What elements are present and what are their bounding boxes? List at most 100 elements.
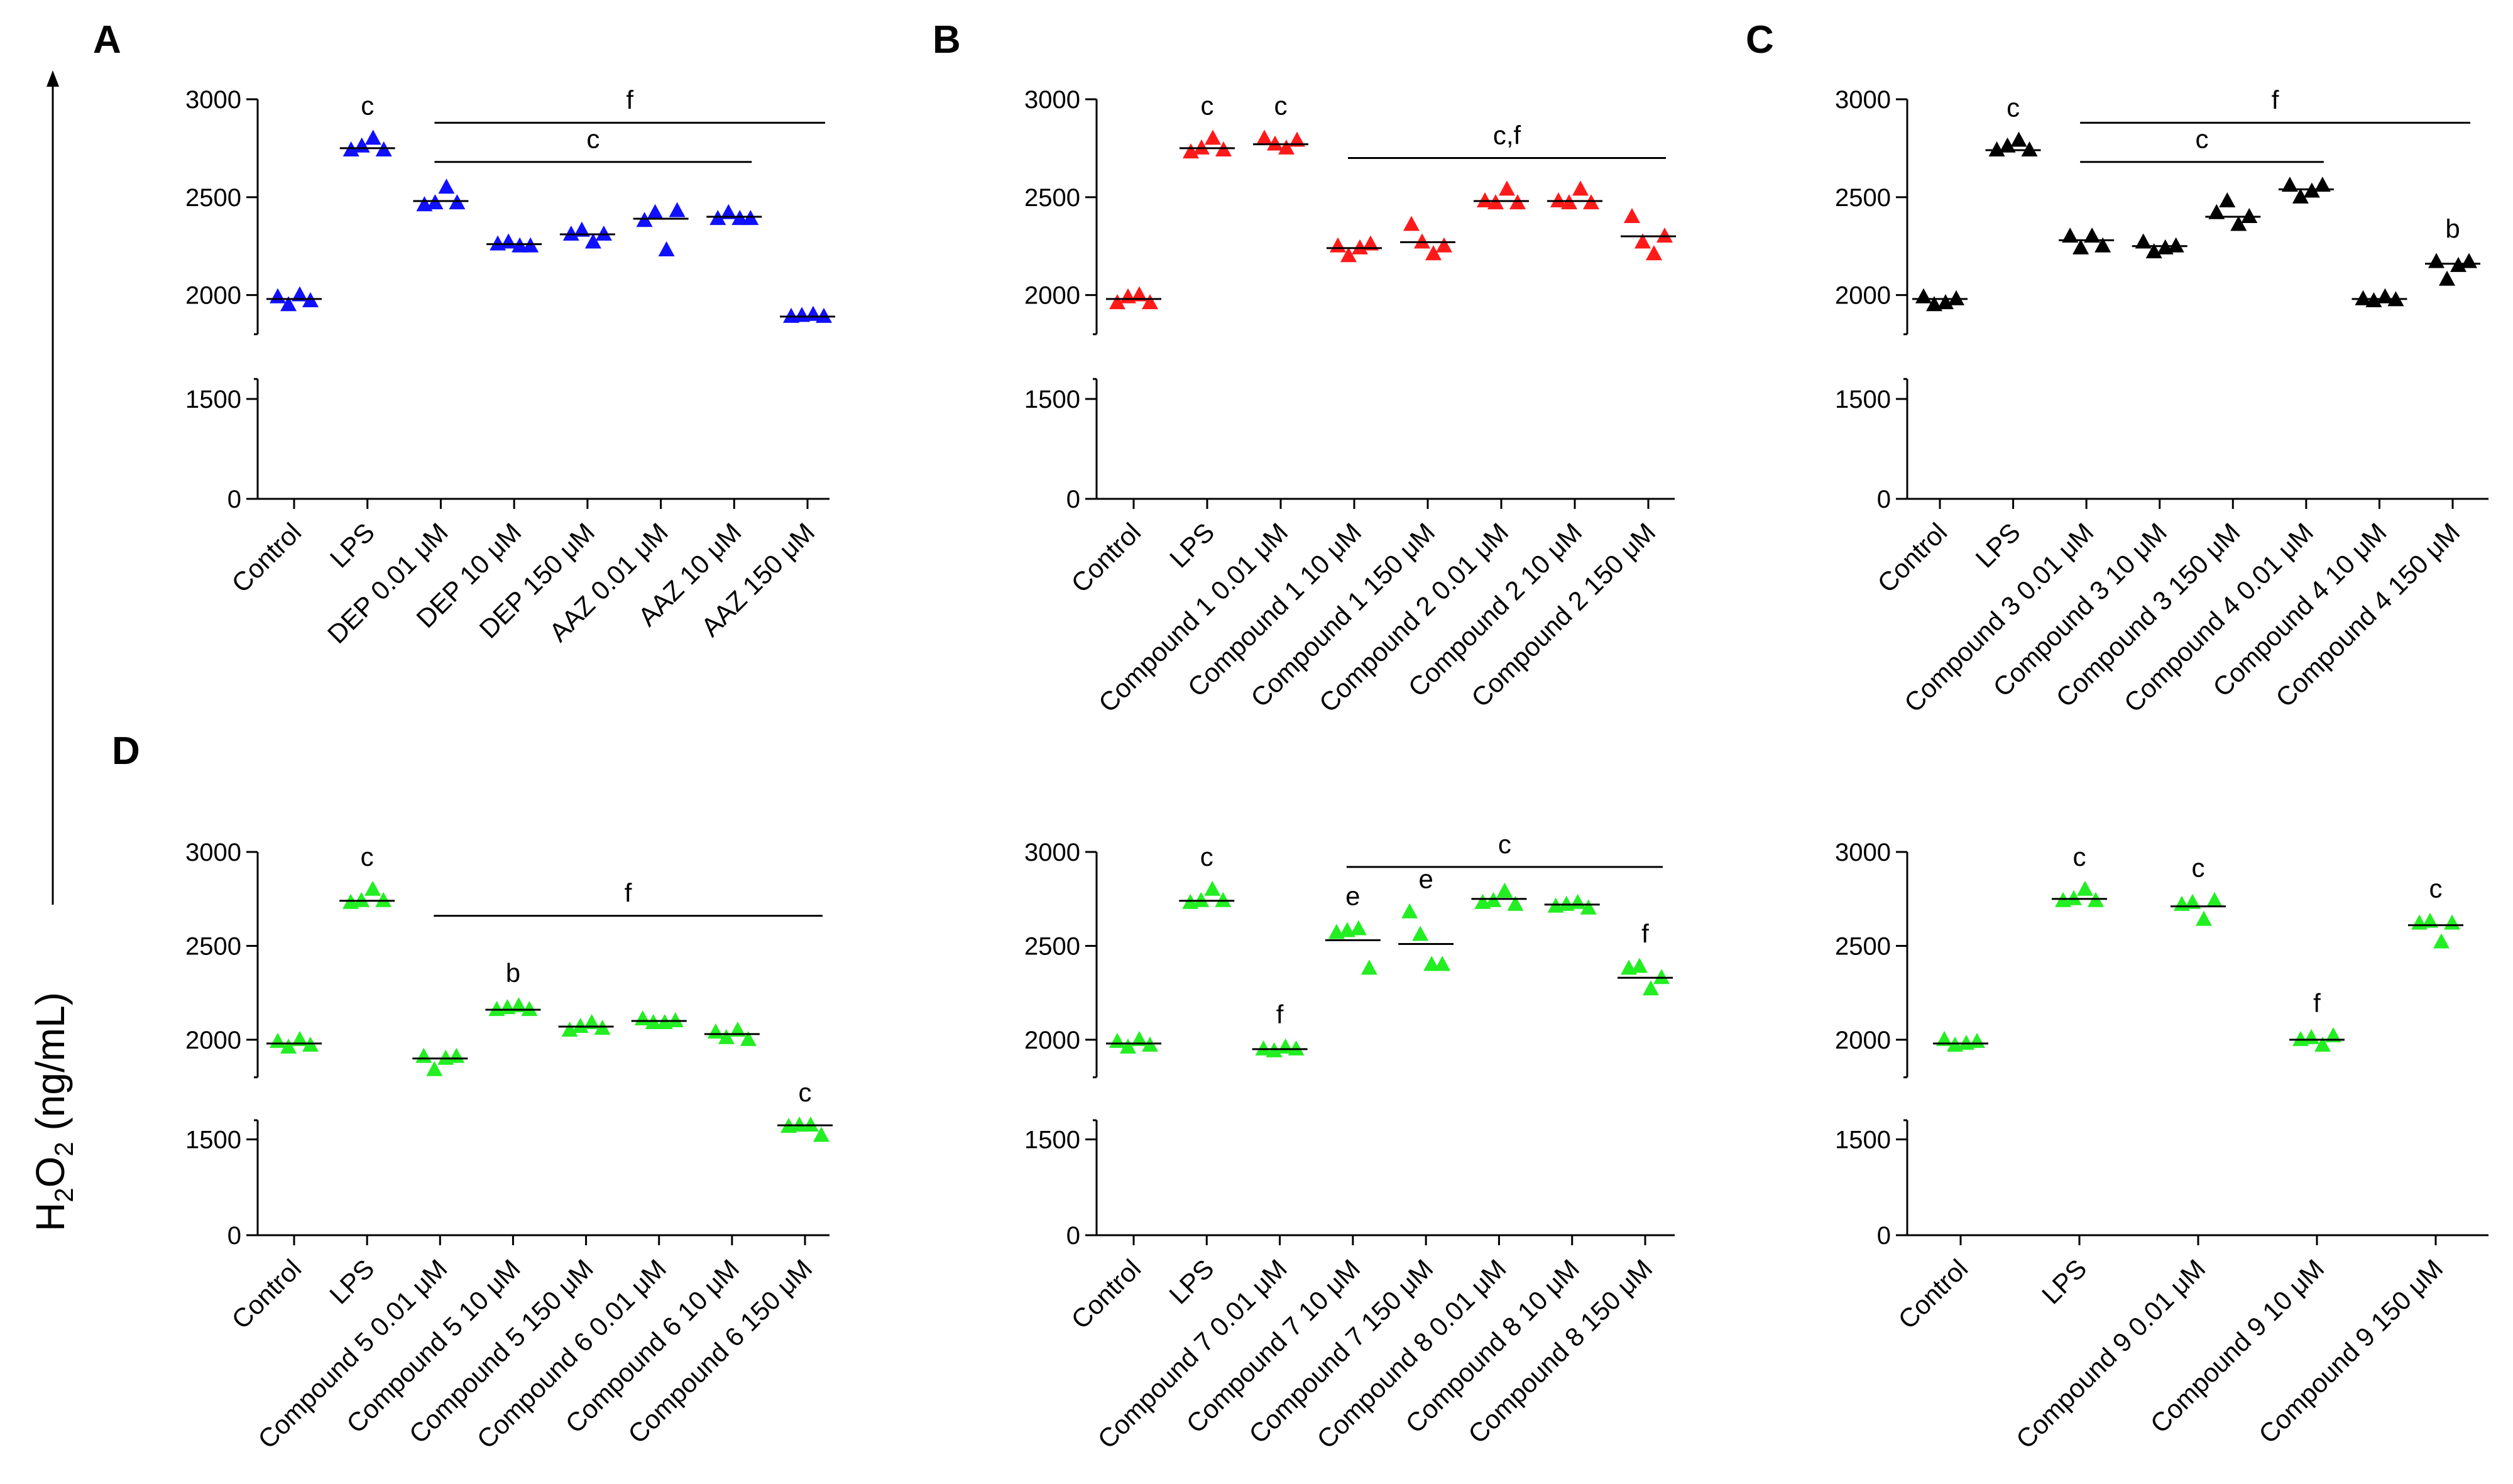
data-point xyxy=(1183,143,1199,159)
data-point xyxy=(375,892,392,907)
data-point xyxy=(2355,290,2372,305)
data-point xyxy=(270,1032,286,1048)
data-point xyxy=(1558,895,1575,911)
data-point xyxy=(1926,296,1942,312)
data-point xyxy=(292,1030,308,1046)
significance-letter: f xyxy=(1641,919,1649,948)
panel-letter: B xyxy=(933,18,961,62)
data-point xyxy=(562,226,579,241)
y-axis-title: H2O2 (ng/mL) xyxy=(28,70,79,1231)
x-category-label: LPS xyxy=(2036,1253,2092,1309)
y-tick-label: 2500 xyxy=(1024,184,1080,212)
data-point xyxy=(707,1023,724,1039)
data-point xyxy=(2072,239,2089,254)
y-tick-label: 2500 xyxy=(185,932,241,960)
significance-letter: e xyxy=(1345,881,1360,911)
data-point xyxy=(1278,139,1295,155)
data-point xyxy=(2325,1027,2341,1042)
data-point xyxy=(353,137,370,153)
data-point xyxy=(438,178,455,194)
data-point xyxy=(2428,253,2445,268)
data-point xyxy=(1436,237,1452,253)
data-point xyxy=(1550,192,1567,208)
data-point xyxy=(1288,1040,1305,1056)
y-tick-label: 0 xyxy=(1877,1222,1891,1250)
data-point xyxy=(1569,893,1586,909)
data-point xyxy=(718,1028,735,1044)
data-point xyxy=(658,241,675,256)
data-point xyxy=(1631,958,1648,973)
y-tick-label: 1500 xyxy=(1835,1127,1891,1154)
y-tick-label: 0 xyxy=(1877,486,1891,513)
significance-letter: b xyxy=(2445,214,2460,244)
data-point xyxy=(2422,912,2438,928)
data-point xyxy=(573,221,590,237)
data-point xyxy=(2230,216,2247,231)
data-point xyxy=(1999,137,2016,153)
significance-letter: c xyxy=(1274,90,1288,120)
y-tick-label: 1500 xyxy=(1835,386,1891,413)
data-point xyxy=(2433,933,2450,949)
data-point xyxy=(510,997,527,1013)
data-point xyxy=(2292,188,2309,204)
data-point xyxy=(1948,290,1964,305)
data-point xyxy=(2281,177,2298,192)
data-point xyxy=(1330,237,1346,253)
y-tick-label: 1500 xyxy=(1024,386,1080,413)
bracket-label: f xyxy=(625,878,632,908)
data-point xyxy=(1289,131,1305,147)
y-tick-label: 3000 xyxy=(1024,839,1080,866)
data-point xyxy=(426,1061,443,1076)
data-point xyxy=(794,307,810,322)
data-point xyxy=(1646,245,1662,261)
data-point xyxy=(1215,892,1232,907)
data-point xyxy=(2439,270,2455,286)
panel-letter: C xyxy=(1746,18,1774,62)
data-point xyxy=(2208,204,2225,219)
y-tick-label: 0 xyxy=(1066,1222,1080,1250)
y-axis-arrow-head xyxy=(47,70,59,87)
data-point xyxy=(2135,233,2152,249)
data-point xyxy=(2062,227,2079,243)
data-point xyxy=(1656,227,1673,243)
y-tick-label: 2500 xyxy=(1835,184,1891,212)
data-point xyxy=(2077,880,2093,896)
x-category-label: Control xyxy=(226,517,307,598)
data-point xyxy=(1643,980,1659,996)
data-point xyxy=(669,202,686,217)
data-point xyxy=(1572,180,1589,196)
y-tick-label: 3000 xyxy=(1835,839,1891,866)
data-point xyxy=(583,1013,600,1029)
data-point xyxy=(1634,233,1651,249)
data-point xyxy=(2303,1028,2319,1044)
x-category-label: Control xyxy=(1065,517,1146,598)
bracket-label: c xyxy=(1498,829,1511,859)
significance-letter: c xyxy=(2192,853,2205,883)
y-tick-label: 1500 xyxy=(185,1127,241,1154)
panel-letter: A xyxy=(93,18,121,62)
x-category-label: Control xyxy=(1892,1253,1973,1334)
data-point xyxy=(667,1012,684,1028)
y-tick-label: 0 xyxy=(227,1222,241,1250)
y-tick-label: 0 xyxy=(1066,486,1080,513)
data-point xyxy=(415,1047,432,1063)
data-point xyxy=(1624,207,1640,223)
data-point xyxy=(1255,1040,1272,1056)
data-point xyxy=(2010,131,2027,147)
data-point xyxy=(2461,253,2477,268)
y-tick-label: 2000 xyxy=(185,282,241,310)
data-point xyxy=(1256,129,1273,145)
data-point xyxy=(1109,1032,1125,1048)
data-point xyxy=(1204,880,1221,896)
x-category-label: Control xyxy=(1871,517,1952,598)
significance-letter: c xyxy=(361,842,374,871)
data-point xyxy=(1205,129,1221,145)
data-point xyxy=(353,892,370,907)
significance-letter: c xyxy=(1201,90,1214,120)
data-point xyxy=(802,1116,819,1132)
